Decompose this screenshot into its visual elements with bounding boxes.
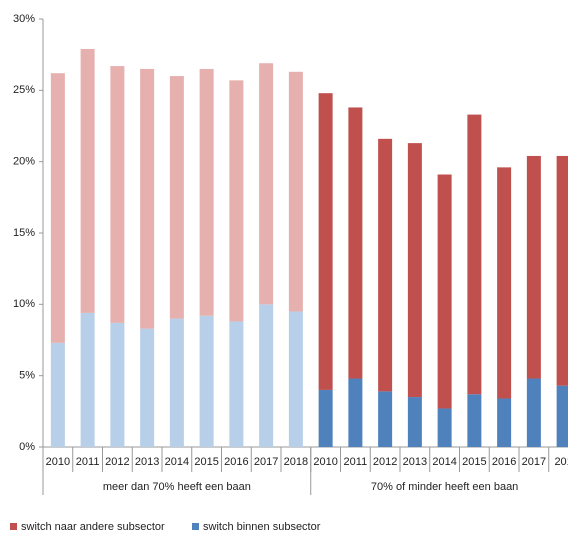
y-tick-label: 15% <box>13 227 35 239</box>
x-tick-label: 2015 <box>194 456 218 468</box>
bar-segment <box>288 311 303 447</box>
x-tick-label: 2012 <box>373 456 397 468</box>
x-tick-label: 2014 <box>432 456 456 468</box>
bar-segment <box>259 304 274 447</box>
bar-segment <box>556 385 568 447</box>
x-tick-label: 2017 <box>254 456 278 468</box>
bar-segment <box>407 143 422 398</box>
bar-segment <box>556 155 568 386</box>
bar-segment <box>80 48 95 313</box>
legend-swatch <box>192 523 199 530</box>
bar-segment <box>467 114 482 395</box>
bar-segment <box>378 391 393 447</box>
bar-segment <box>50 73 65 343</box>
bar-segment <box>80 312 95 447</box>
x-tick-label: 2015 <box>462 456 486 468</box>
bar-segment <box>140 68 155 329</box>
bar-segment <box>199 315 214 447</box>
x-tick-label: 2016 <box>224 456 248 468</box>
y-tick-label: 5% <box>19 370 35 382</box>
bar-segment <box>259 63 274 305</box>
x-tick-label: 2011 <box>344 456 368 468</box>
group-label: meer dan 70% heeft een baan <box>103 481 251 493</box>
bar-segment <box>169 76 184 319</box>
bar-segment <box>437 408 452 447</box>
x-tick-label: 2013 <box>135 456 159 468</box>
y-tick-label: 30% <box>13 13 35 25</box>
y-tick-label: 10% <box>13 298 35 310</box>
x-tick-label: 2016 <box>492 456 516 468</box>
bar-segment <box>526 378 541 447</box>
x-tick-label: 2010 <box>313 456 337 468</box>
legend-swatch <box>10 523 17 530</box>
bar-segment <box>437 174 452 409</box>
bar-segment <box>169 318 184 447</box>
bar-segment <box>50 342 65 447</box>
bar-segment <box>229 80 244 322</box>
x-tick-label: 2013 <box>403 456 427 468</box>
bar-segment <box>497 398 512 447</box>
bar-segment <box>318 93 333 390</box>
x-tick-label: 2012 <box>105 456 129 468</box>
bar-segment <box>378 138 393 392</box>
bar-segment <box>229 321 244 447</box>
bar-segment <box>348 107 363 379</box>
bar-segment <box>110 66 125 323</box>
bar-segment <box>526 155 541 379</box>
bar-segment <box>318 389 333 447</box>
bar-segment <box>199 68 214 316</box>
x-tick-label: 2017 <box>522 456 546 468</box>
legend-label: switch naar andere subsector <box>21 521 165 533</box>
x-tick-label: 2011 <box>76 456 100 468</box>
x-tick-label: 201 <box>554 456 568 468</box>
bar-segment <box>288 71 303 312</box>
y-tick-label: 0% <box>19 441 35 453</box>
legend-label: switch binnen subsector <box>203 521 321 533</box>
group-label: 70% of minder heeft een baan <box>371 481 518 493</box>
x-tick-label: 2010 <box>46 456 70 468</box>
y-tick-label: 25% <box>13 84 35 96</box>
bar-segment <box>110 322 125 447</box>
bar-segment <box>497 167 512 399</box>
x-tick-label: 2014 <box>165 456 189 468</box>
bar-segment <box>348 378 363 447</box>
y-tick-label: 20% <box>13 156 35 168</box>
bar-segment <box>407 397 422 447</box>
bar-segment <box>467 394 482 447</box>
x-tick-label: 2018 <box>284 456 308 468</box>
bar-segment <box>140 328 155 447</box>
